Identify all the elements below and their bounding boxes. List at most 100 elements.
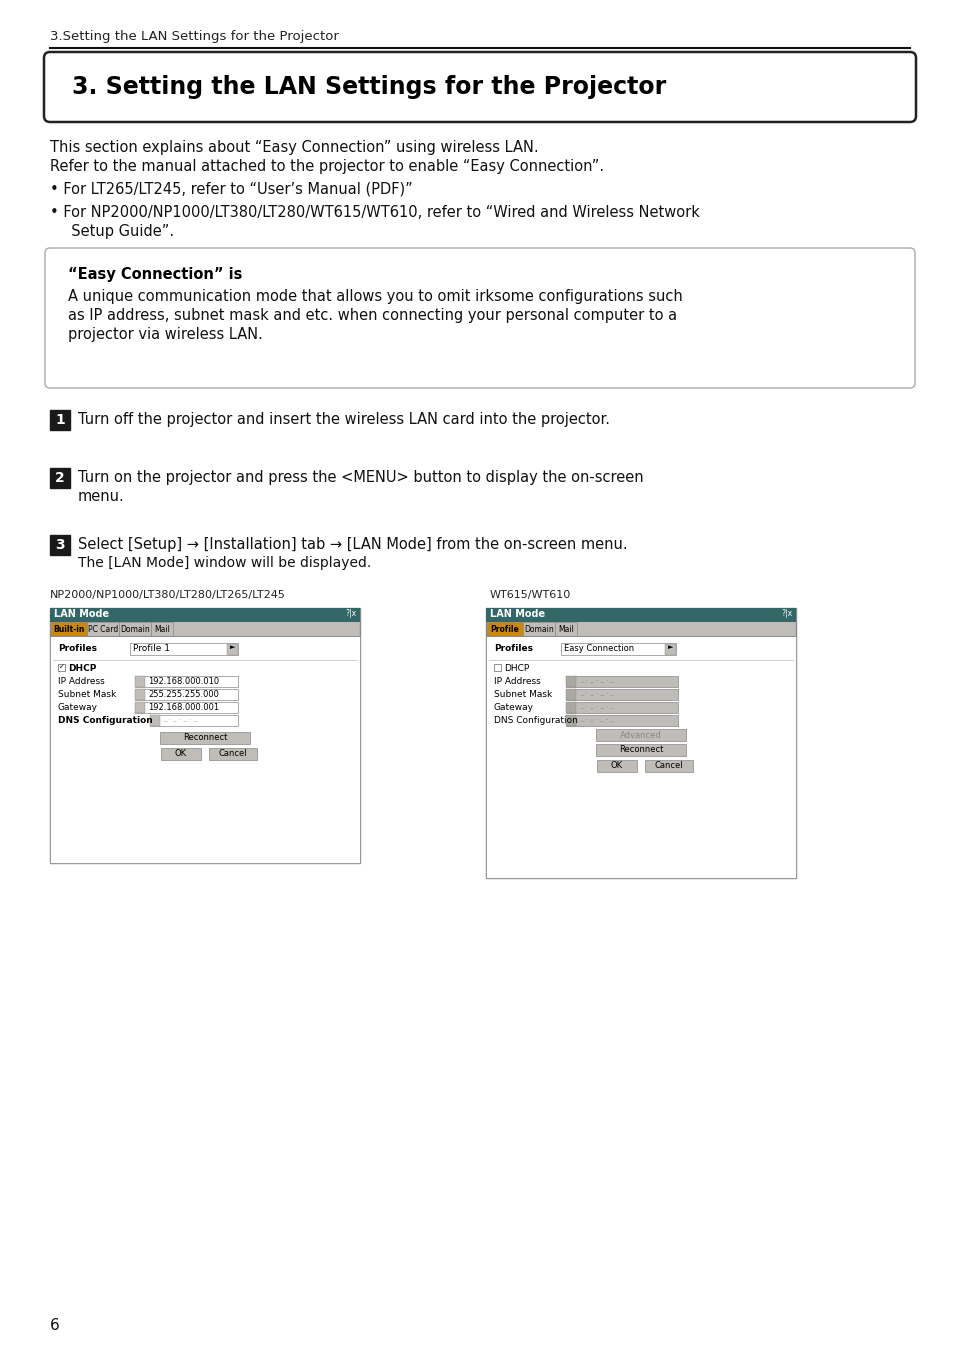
Bar <box>565 702 678 713</box>
Text: • For NP2000/NP1000/LT380/LT280/WT615/WT610, refer to “Wired and Wireless Networ: • For NP2000/NP1000/LT380/LT280/WT615/WT… <box>50 206 700 220</box>
Bar <box>135 690 145 700</box>
Text: Gateway: Gateway <box>494 703 534 713</box>
Text: Domain: Domain <box>523 625 554 634</box>
Bar <box>160 731 250 744</box>
Text: NP2000/NP1000/LT380/LT280/LT265/LT245: NP2000/NP1000/LT380/LT280/LT265/LT245 <box>50 589 286 600</box>
Text: DHCP: DHCP <box>68 664 96 673</box>
Bar <box>135 676 145 687</box>
Bar <box>51 622 87 635</box>
Text: The [LAN Mode] window will be displayed.: The [LAN Mode] window will be displayed. <box>78 556 371 571</box>
Text: ►: ► <box>667 644 673 650</box>
Bar <box>50 410 70 430</box>
Text: _ . _ . _ . _: _ . _ . _ . _ <box>579 717 614 722</box>
Bar <box>135 702 237 713</box>
Bar <box>50 608 359 863</box>
Text: “Easy Connection” is: “Easy Connection” is <box>68 266 242 283</box>
Text: DNS Configuration: DNS Configuration <box>58 717 152 725</box>
Text: ►: ► <box>230 644 235 650</box>
Text: Profile 1: Profile 1 <box>132 644 170 653</box>
Bar <box>596 729 685 741</box>
Bar <box>565 676 576 687</box>
Bar <box>565 715 678 726</box>
Text: A unique communication mode that allows you to omit irksome configurations such: A unique communication mode that allows … <box>68 289 682 304</box>
Text: DHCP: DHCP <box>503 664 529 673</box>
Text: _ . _ . _ . _: _ . _ . _ . _ <box>579 690 614 696</box>
Text: as IP address, subnet mask and etc. when connecting your personal computer to a: as IP address, subnet mask and etc. when… <box>68 308 677 323</box>
Bar <box>644 760 692 772</box>
Bar <box>135 702 145 713</box>
Bar <box>597 760 637 772</box>
Text: Refer to the manual attached to the projector to enable “Easy Connection”.: Refer to the manual attached to the proj… <box>50 160 603 174</box>
Text: Turn on the projector and press the <MENU> button to display the on-screen: Turn on the projector and press the <MEN… <box>78 470 643 485</box>
Bar <box>486 622 522 635</box>
Text: • For LT265/LT245, refer to “User’s Manual (PDF)”: • For LT265/LT245, refer to “User’s Manu… <box>50 183 413 197</box>
Text: Profiles: Profiles <box>494 644 533 653</box>
Text: Easy Connection: Easy Connection <box>563 644 634 653</box>
Text: 1: 1 <box>55 412 65 427</box>
Text: OK: OK <box>174 749 187 758</box>
Text: Reconnect: Reconnect <box>618 745 662 754</box>
Text: Select [Setup] → [Installation] tab → [LAN Mode] from the on-screen menu.: Select [Setup] → [Installation] tab → [L… <box>78 537 627 552</box>
Text: 6: 6 <box>50 1318 60 1333</box>
Bar <box>58 664 65 671</box>
Text: This section explains about “Easy Connection” using wireless LAN.: This section explains about “Easy Connec… <box>50 141 538 155</box>
Bar <box>50 635 359 863</box>
Text: projector via wireless LAN.: projector via wireless LAN. <box>68 327 263 342</box>
Text: 192.168.000.001: 192.168.000.001 <box>148 703 219 713</box>
Bar <box>150 715 237 726</box>
Bar <box>485 608 795 877</box>
Bar <box>596 744 685 756</box>
Text: Subnet Mask: Subnet Mask <box>494 690 552 699</box>
Bar <box>50 468 70 488</box>
Text: Turn off the projector and insert the wireless LAN card into the projector.: Turn off the projector and insert the wi… <box>78 412 609 427</box>
Bar <box>565 702 576 713</box>
Text: 192.168.000.010: 192.168.000.010 <box>148 677 219 685</box>
Text: Domain: Domain <box>120 625 150 634</box>
Bar <box>135 690 237 700</box>
Bar <box>209 748 256 760</box>
Bar <box>119 622 151 635</box>
Text: Mail: Mail <box>153 625 170 634</box>
Bar <box>485 608 795 622</box>
Text: Reconnect: Reconnect <box>183 734 227 742</box>
Text: Advanced: Advanced <box>619 730 661 740</box>
Text: 2: 2 <box>55 470 65 485</box>
Bar <box>130 644 237 654</box>
Text: ?|x: ?|x <box>781 608 792 618</box>
Text: 3. Setting the LAN Settings for the Projector: 3. Setting the LAN Settings for the Proj… <box>71 74 665 99</box>
Bar <box>664 644 676 654</box>
Bar <box>87 622 119 635</box>
Text: IP Address: IP Address <box>58 677 105 685</box>
Text: Profile: Profile <box>490 625 518 634</box>
Text: 3.Setting the LAN Settings for the Projector: 3.Setting the LAN Settings for the Proje… <box>50 30 338 43</box>
Text: LAN Mode: LAN Mode <box>54 608 109 619</box>
Text: WT615/WT610: WT615/WT610 <box>490 589 571 600</box>
Bar <box>560 644 676 654</box>
Text: Gateway: Gateway <box>58 703 98 713</box>
Text: PC Card: PC Card <box>88 625 118 634</box>
Text: Cancel: Cancel <box>218 749 247 758</box>
Bar <box>227 644 237 654</box>
Text: 3: 3 <box>55 538 65 552</box>
Text: IP Address: IP Address <box>494 677 540 685</box>
Bar <box>565 676 678 687</box>
Bar <box>522 622 555 635</box>
Text: Profiles: Profiles <box>58 644 97 653</box>
Bar <box>565 690 678 700</box>
Bar <box>494 664 500 671</box>
Text: Built-in: Built-in <box>53 625 85 634</box>
Text: Cancel: Cancel <box>654 761 682 771</box>
Bar <box>151 622 172 635</box>
Text: _ . _ . _ . _: _ . _ . _ . _ <box>579 677 614 683</box>
Bar <box>565 715 576 726</box>
Text: menu.: menu. <box>78 489 125 504</box>
Bar <box>50 535 70 556</box>
Bar <box>565 690 576 700</box>
Bar <box>555 622 577 635</box>
Text: Mail: Mail <box>558 625 574 634</box>
Bar <box>135 676 237 687</box>
Bar <box>50 608 359 622</box>
Text: 255.255.255.000: 255.255.255.000 <box>148 690 218 699</box>
Text: LAN Mode: LAN Mode <box>490 608 544 619</box>
Text: OK: OK <box>610 761 622 771</box>
